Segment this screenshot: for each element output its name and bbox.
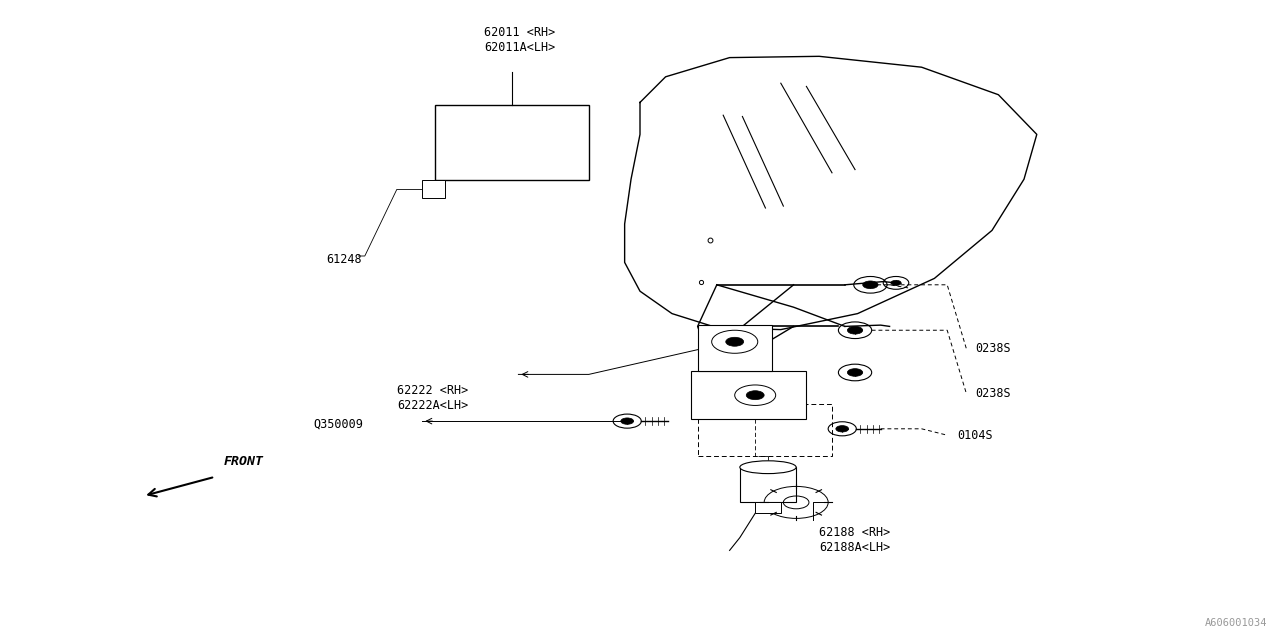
Text: 0238S: 0238S [975,387,1011,400]
Bar [755,502,781,513]
Text: 0104S: 0104S [957,429,993,442]
Circle shape [847,326,863,334]
Circle shape [621,418,634,424]
Circle shape [726,337,744,346]
Text: 62222 <RH>
62222A<LH>: 62222 <RH> 62222A<LH> [397,384,468,412]
Text: 62011 <RH>
62011A<LH>: 62011 <RH> 62011A<LH> [484,26,556,54]
Text: 61248: 61248 [326,253,362,266]
Bar [422,180,445,198]
Circle shape [746,390,764,399]
Text: 0238S: 0238S [975,342,1011,355]
Bar [435,105,589,180]
Text: A606001034: A606001034 [1204,618,1267,628]
Bar [691,371,806,419]
Text: Q350009: Q350009 [314,417,364,430]
Text: FRONT: FRONT [224,456,264,468]
Circle shape [863,281,878,289]
Circle shape [891,280,901,285]
Circle shape [847,369,863,376]
Bar [740,467,796,502]
Ellipse shape [740,461,796,474]
Circle shape [836,426,849,432]
Bar [698,404,832,456]
Text: 62188 <RH>
62188A<LH>: 62188 <RH> 62188A<LH> [819,526,891,554]
Bar [698,325,772,371]
